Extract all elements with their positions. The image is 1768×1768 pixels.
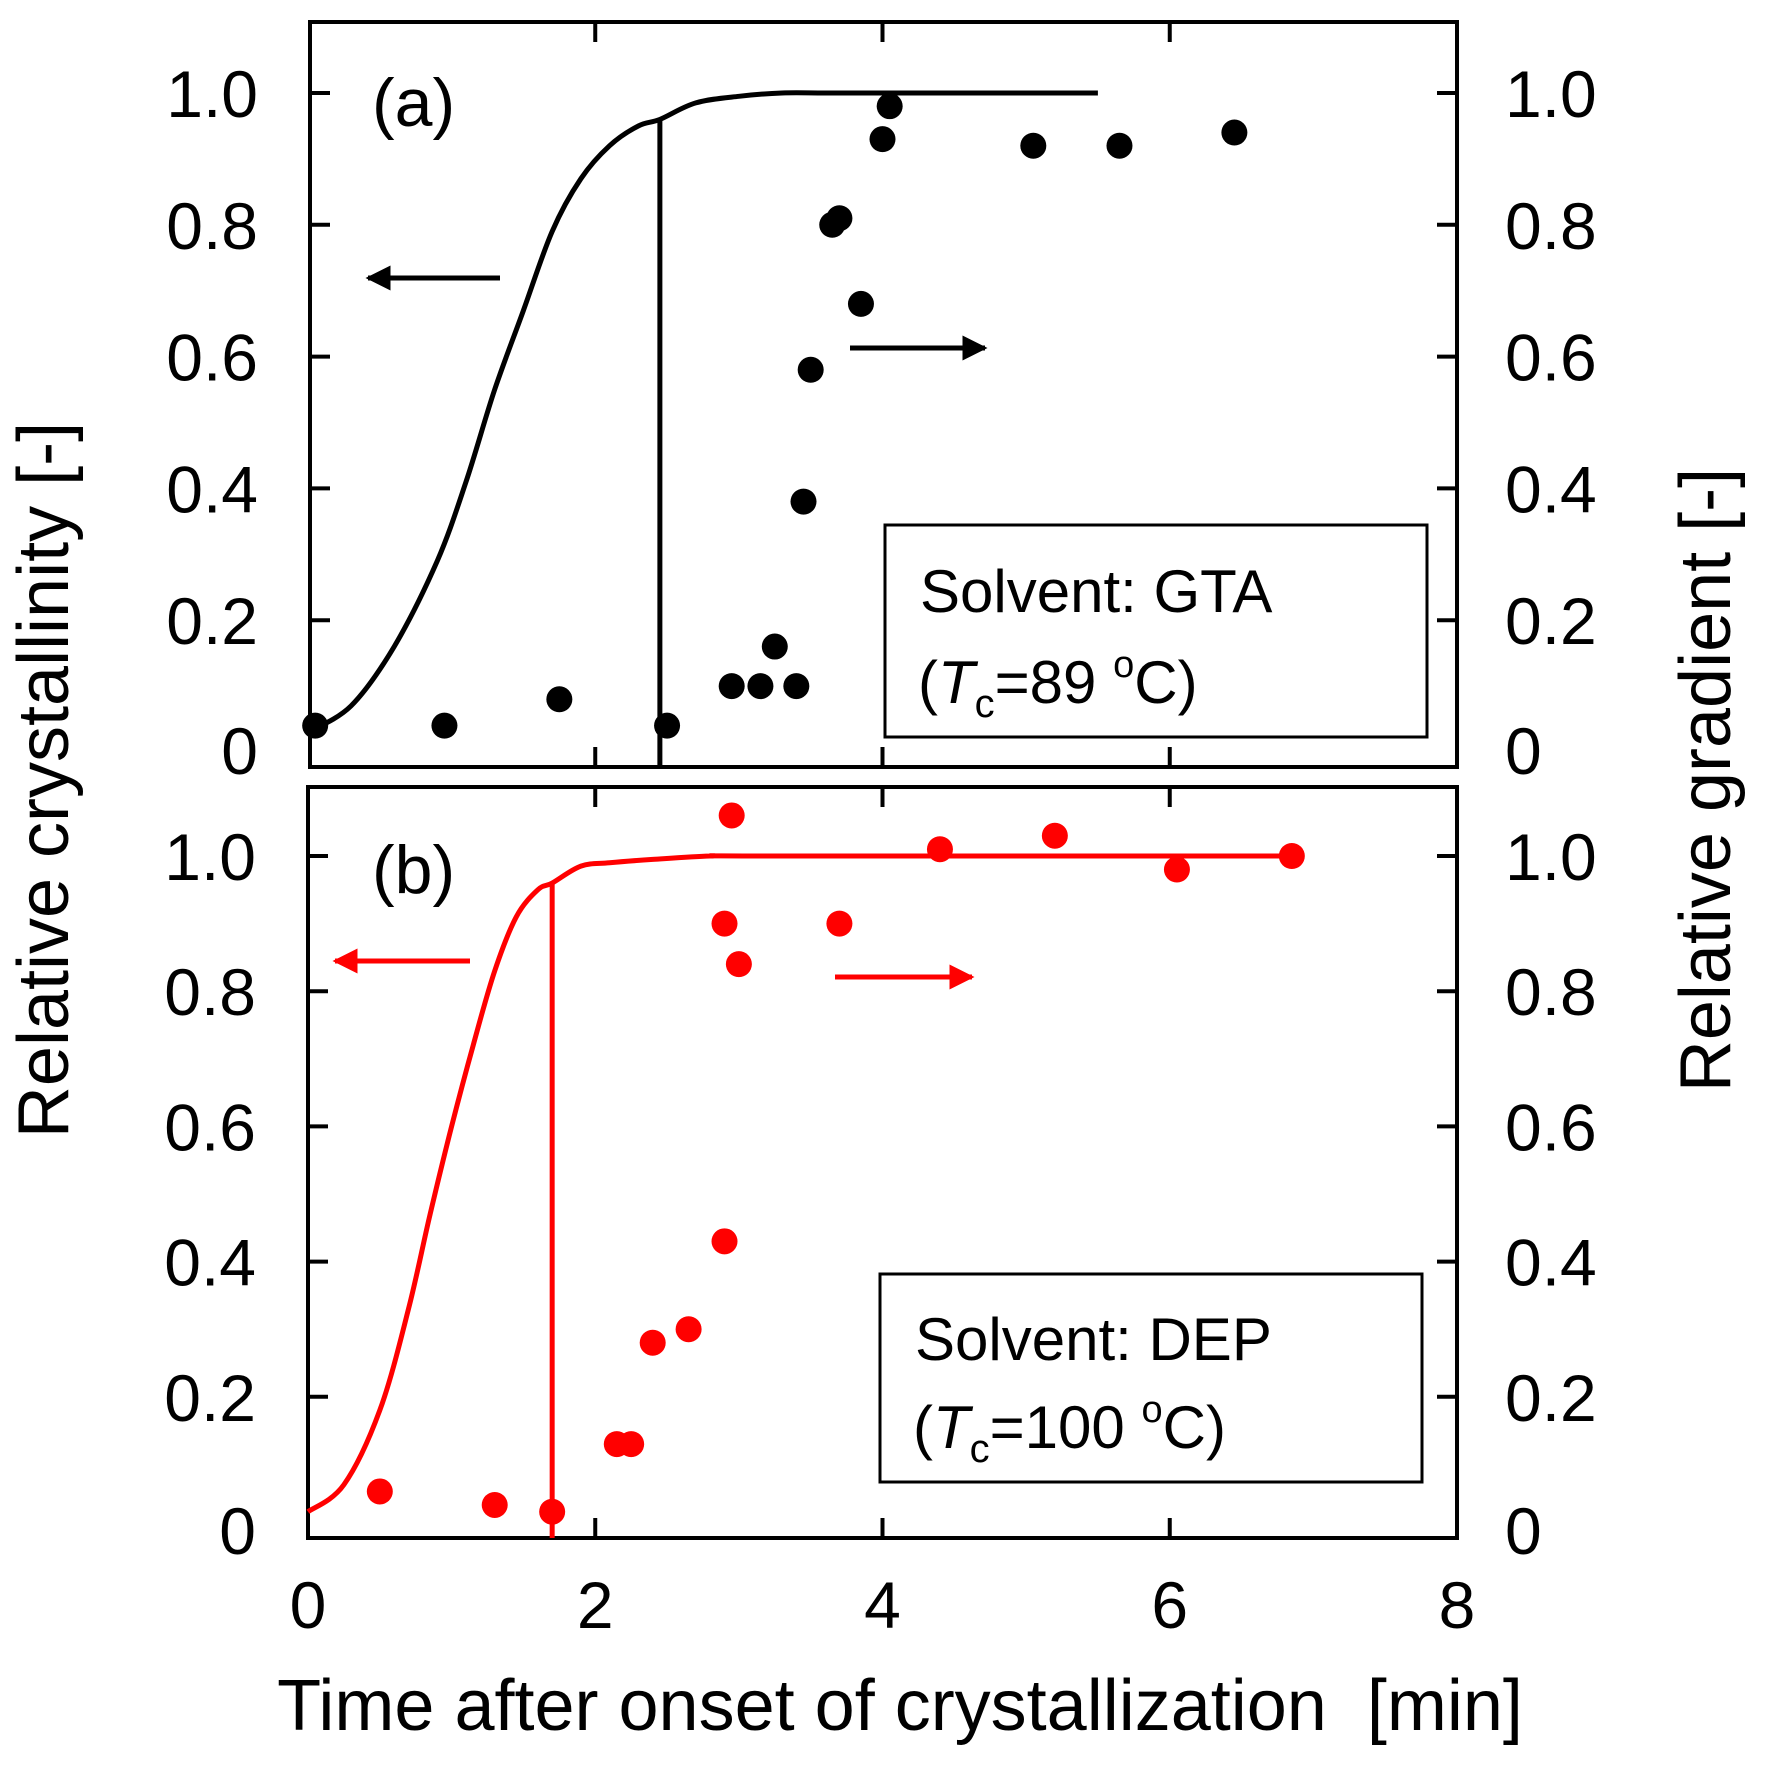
panel-b-ytick-label-left: 0.6 (164, 1090, 256, 1164)
panel-b-ytick-label-right: 0.6 (1505, 1090, 1597, 1164)
x-tick-label: 0 (290, 1568, 327, 1642)
x-tick-label: 2 (577, 1568, 614, 1642)
panel-b-ytick-label-left: 0 (219, 1494, 256, 1568)
panel-a-label: (a) (372, 65, 455, 141)
panel-a-gradient-point (1020, 132, 1047, 159)
panel-a-ytick-label-left: 0.6 (166, 321, 258, 395)
panel-a-ytick-label-left: 0 (221, 714, 258, 788)
panel-a-gradient-point (826, 205, 853, 232)
panel-b-gradient-point (618, 1431, 645, 1458)
panel-b-gradient-point (725, 951, 752, 978)
panel-a-gradient-point (654, 712, 681, 739)
panel-b-gradient-point (539, 1498, 566, 1525)
panel-b-gradient-point (718, 802, 745, 829)
panel-a-ytick-label-right: 1.0 (1505, 57, 1597, 131)
panel-a-ytick-label-left: 0.4 (166, 452, 258, 526)
panel-b-crystallinity-curve (306, 853, 1285, 1514)
panel-a-gradient-point (761, 633, 788, 660)
panel-b-plot (306, 802, 1305, 1538)
panel-b-gradient-point (639, 1329, 666, 1356)
panel-b-gradient-point (711, 910, 738, 937)
panel-a-ytick-label-right: 0.6 (1505, 321, 1597, 395)
panel-a-ticks: 0 0 0.2 0.2 0.4 0.4 0.6 0.6 0.8 0.8 1.0 1.0 (166, 22, 1597, 788)
panel-a-ytick-label-right: 0.2 (1505, 584, 1597, 658)
panel-b-ytick-label-left: 0.8 (164, 955, 256, 1029)
panel-b-ytick-label-left: 1.0 (164, 820, 256, 894)
panel-b-ticks: 0 0 0.2 0.2 0.4 0.4 0.6 0.6 0.8 0.8 1.0 1.0 (164, 787, 1597, 1568)
panel-b-gradient-point (1278, 843, 1305, 869)
panel-b-legend-box (878, 1272, 1424, 1484)
x-tick-labels: 0 2 4 6 8 (290, 1568, 1476, 1642)
panel-a-ytick-label-left: 0.8 (166, 189, 258, 263)
panel-b-ytick-label-right: 0 (1505, 1494, 1542, 1568)
panel-b-label: (b) (372, 832, 455, 908)
panel-b-ytick-label-right: 1.0 (1505, 820, 1597, 894)
panel-a-gradient-point (302, 712, 329, 739)
panel-b-gradient-point (826, 910, 853, 937)
panel-b-ytick-label-right: 0.2 (1505, 1361, 1597, 1435)
panel-a-ytick-label-right: 0.8 (1505, 189, 1597, 263)
panel-a-gradient-point (783, 673, 810, 700)
panel-a-gradient-point (790, 488, 817, 515)
panel-a-gradient-point (431, 712, 458, 739)
panel-a-ytick-label-right: 0 (1505, 714, 1542, 788)
panel-a-gradient-point (747, 673, 774, 700)
panel-a-ytick-label-left: 0.2 (166, 584, 258, 658)
panel-b-ytick-label-right: 0.4 (1505, 1226, 1597, 1300)
x-tick-label: 8 (1439, 1568, 1476, 1642)
panel-b-gradient-point (481, 1491, 508, 1518)
y-axis-title-left: Relative crystallinity [-] (4, 422, 84, 1138)
panel-a-gradient-point (1221, 119, 1248, 146)
panel-a: 0 0 0.2 0.2 0.4 0.4 0.6 0.6 0.8 0.8 1.0 1.0 (a) Sol… (166, 20, 1597, 788)
panel-b-ytick-label-left: 0.4 (164, 1226, 256, 1300)
panel-a-crystallinity-curve (306, 90, 1098, 735)
panel-a-gradient-point (876, 93, 903, 120)
panel-b-gradient-point (675, 1316, 702, 1343)
panel-b-gradient-point (1163, 856, 1190, 883)
panel-a-legend: Solvent: GTA (Tc=89 oC) (883, 523, 1429, 739)
panel-a-ytick-label-right: 0.4 (1505, 452, 1597, 526)
panel-a-plot (302, 90, 1248, 767)
panel-b-legend: Solvent: DEP (Tc=100 oC) (878, 1272, 1424, 1484)
x-axis-title: Time after onset of crystallization [min… (277, 1666, 1523, 1746)
panel-a-gradient-point (546, 686, 573, 713)
panel-a-ytick-label-left: 1.0 (166, 57, 258, 131)
x-tick-label: 4 (864, 1568, 901, 1642)
panel-b: 0 0 0.2 0.2 0.4 0.4 0.6 0.6 0.8 0.8 1.0 1.0 (b) Sol… (164, 785, 1597, 1568)
panel-a-gradient-point (718, 673, 745, 700)
panel-a-gradient-point (1106, 132, 1133, 159)
panel-b-legend-solvent: Solvent: DEP (915, 1306, 1272, 1373)
x-tick-label: 6 (1151, 1568, 1188, 1642)
panel-b-gradient-point (1041, 822, 1068, 849)
panel-b-ytick-label-left: 0.2 (164, 1361, 256, 1435)
panel-b-legend-tc: (Tc=100 oC) (913, 1389, 1226, 1471)
panel-a-gradient-point (869, 126, 896, 153)
panel-b-gradient-point (366, 1478, 393, 1505)
panel-a-legend-solvent: Solvent: GTA (920, 558, 1272, 625)
panel-a-gradient-point (847, 290, 874, 317)
panel-b-gradient-point (711, 1228, 738, 1255)
panel-a-legend-box (883, 523, 1429, 739)
y-axis-title-right: Relative gradient [-] (1666, 468, 1746, 1092)
panel-b-ytick-label-right: 0.8 (1505, 955, 1597, 1029)
panel-b-gradient-point (926, 836, 953, 863)
panel-a-legend-tc: (Tc=89 oC) (918, 644, 1198, 726)
panel-a-gradient-point (797, 356, 824, 383)
